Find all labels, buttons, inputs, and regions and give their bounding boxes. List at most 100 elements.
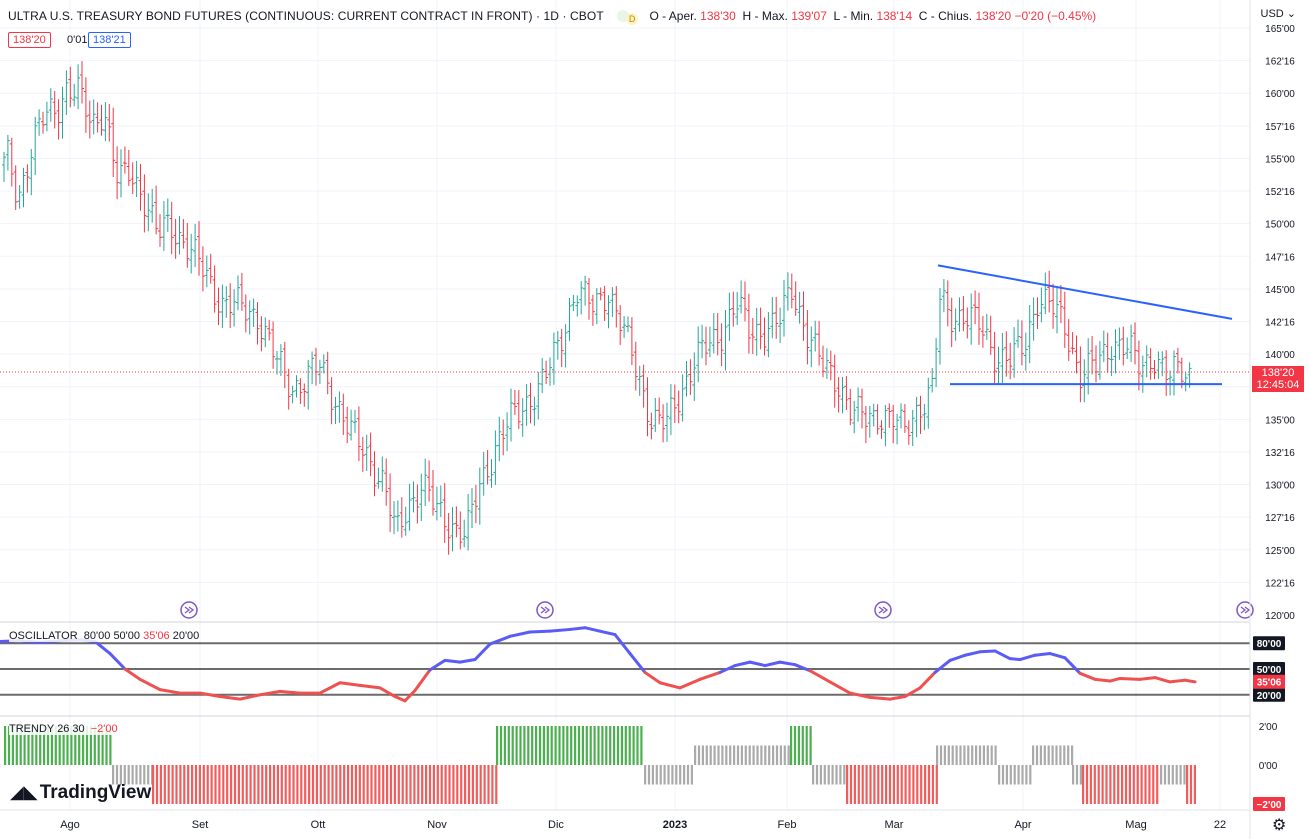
- trendy-bar: [846, 765, 849, 804]
- price-bar: [1109, 346, 1114, 376]
- trendy-bar: [1067, 745, 1070, 765]
- dividend-event-icon[interactable]: [536, 601, 554, 619]
- trendy-bar: [421, 765, 424, 804]
- trendy-bar: [292, 765, 295, 804]
- price-bar: [477, 467, 482, 525]
- oscillator-line-segment: [698, 670, 722, 681]
- price-bar: [626, 316, 630, 333]
- trendy-bar: [1193, 765, 1196, 804]
- currency-selector[interactable]: USD ⌄: [1260, 8, 1297, 20]
- settings-gear-icon[interactable]: ⚙: [1272, 817, 1287, 834]
- price-bar: [1039, 287, 1044, 323]
- price-bar: [1133, 322, 1137, 365]
- trendline-upper[interactable]: [937, 264, 1233, 320]
- low-value: 138'14: [876, 9, 913, 23]
- trendy-bar: [885, 765, 888, 804]
- dividend-event-icon[interactable]: [874, 601, 892, 619]
- price-tick-label: 147'16: [1265, 252, 1295, 263]
- trendy-bar: [7, 726, 11, 765]
- last-price-value: 138'20: [1261, 367, 1295, 379]
- trendy-title[interactable]: TRENDY 26 30: [9, 723, 85, 735]
- trendy-bar: [311, 765, 315, 804]
- event-markers[interactable]: [180, 601, 1254, 619]
- trendy-legend[interactable]: TRENDY 26 30 −2'00: [9, 723, 118, 735]
- trendy-bar: [319, 765, 322, 804]
- price-bar: [419, 473, 424, 522]
- price-bar: [1175, 347, 1180, 374]
- price-bar: [392, 501, 396, 535]
- price-bar: [887, 403, 892, 429]
- time-axis[interactable]: Ago Set Ott Nov Dic 2023 Feb Mar Apr Mag 22: [60, 819, 1226, 831]
- price-bar: [700, 324, 705, 359]
- price-bar: [395, 500, 400, 532]
- price-bar: [169, 201, 174, 255]
- price-bar: [294, 375, 299, 398]
- trendy-bar: [577, 726, 581, 765]
- trendy-bar: [101, 726, 104, 765]
- price-bar: [224, 286, 229, 318]
- trendy-bar: [198, 765, 201, 804]
- tradingview-logo[interactable]: ◢◣ TradingView: [10, 782, 151, 804]
- oscillator-title[interactable]: OSCILLATOR: [9, 630, 78, 642]
- trendy-bar: [558, 726, 561, 765]
- trendy-bar: [115, 765, 119, 785]
- trendy-bar: [570, 726, 573, 765]
- delayed-data-icon[interactable]: D: [626, 13, 639, 25]
- time-tick-label: Dic: [548, 819, 564, 831]
- trendy-bar: [690, 765, 693, 785]
- price-tick-label: 157'16: [1265, 122, 1295, 133]
- oscillator-legend[interactable]: OSCILLATOR 80'00 50'00 35'06 20'00: [9, 630, 200, 642]
- trendy-bar: [1085, 765, 1089, 804]
- price-bar: [1058, 285, 1063, 324]
- price-bar: [1035, 297, 1040, 330]
- price-bar: [536, 372, 541, 420]
- trendy-bar: [1029, 765, 1032, 785]
- price-bar: [875, 404, 880, 435]
- trendy-bar: [1179, 765, 1182, 785]
- price-bar: [809, 326, 814, 368]
- ohlc-values: O - Aper. 138'30 H - Max. 139'07 L - Min…: [649, 9, 1096, 23]
- price-bar: [33, 116, 38, 176]
- trendy-bar: [1079, 765, 1082, 785]
- trendy-bar: [1101, 765, 1104, 804]
- price-bar: [793, 281, 798, 316]
- trendy-bar: [218, 765, 221, 804]
- price-bar: [489, 459, 494, 488]
- price-tick-label: 132'16: [1265, 448, 1295, 459]
- price-bar: [828, 350, 833, 381]
- price-bar: [407, 483, 412, 531]
- trendy-bar: [304, 765, 307, 804]
- price-bar: [657, 397, 662, 425]
- price-bar: [707, 326, 712, 358]
- price-bar: [200, 246, 205, 292]
- price-bar: [540, 358, 545, 394]
- trendy-bar: [939, 745, 943, 765]
- trendy-bar: [245, 765, 248, 804]
- trendy-bar: [456, 765, 459, 804]
- dividend-event-icon[interactable]: [180, 601, 198, 619]
- price-bar: [317, 359, 322, 384]
- price-bar: [661, 404, 666, 443]
- svg-text:−2'00: −2'00: [1257, 800, 1282, 811]
- dividend-event-icon[interactable]: [1236, 601, 1254, 619]
- trendy-bar: [812, 765, 815, 785]
- trendy-bar: [269, 765, 272, 804]
- price-bar: [29, 149, 34, 196]
- symbol-title[interactable]: ULTRA U.S. TREASURY BOND FUTURES (CONTIN…: [8, 9, 604, 23]
- price-bar: [1008, 342, 1013, 380]
- price-bar: [399, 497, 404, 538]
- price-bar: [462, 519, 467, 548]
- open-value: 138'30: [700, 9, 736, 23]
- trendy-bar: [1082, 765, 1085, 804]
- trendy-bar: [378, 765, 381, 804]
- trendy-bar: [644, 765, 647, 785]
- trendy-bar: [1124, 765, 1128, 804]
- bid-price-button[interactable]: 138'20: [8, 32, 51, 48]
- trendlines[interactable]: [937, 264, 1233, 386]
- symbol-header[interactable]: ULTRA U.S. TREASURY BOND FUTURES (CONTIN…: [8, 9, 1096, 25]
- price-bar: [423, 458, 428, 506]
- trendy-bar: [127, 765, 130, 785]
- trendy-bar: [233, 765, 237, 804]
- ask-price-button[interactable]: 138'21: [88, 32, 131, 48]
